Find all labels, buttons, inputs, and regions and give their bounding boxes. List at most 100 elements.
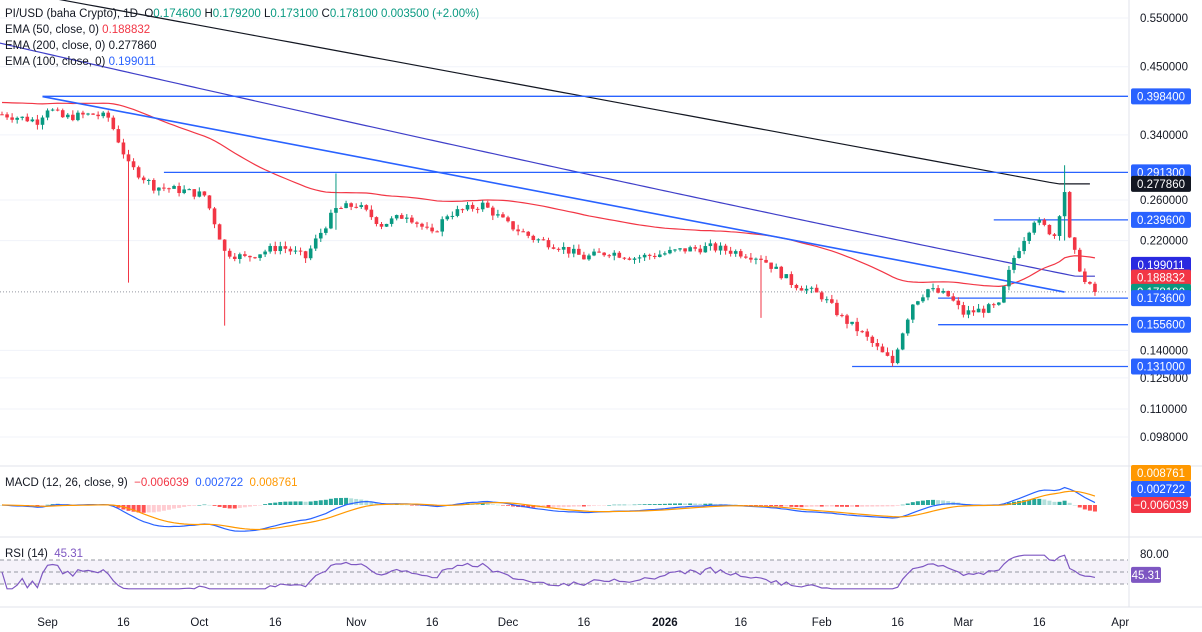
ema50-line [1, 101, 1096, 287]
candle-body [809, 287, 814, 289]
macd-histogram-bar [298, 501, 303, 505]
price-tag [1131, 88, 1191, 105]
candle-body [5, 114, 9, 118]
macd-histogram-bar [227, 505, 232, 509]
candle-body [673, 249, 677, 251]
price-tag-text: 0.239600 [1137, 215, 1185, 227]
candle-body [597, 251, 601, 253]
price-tag-text: 0.155600 [1137, 320, 1185, 332]
macd-histogram-bar [480, 503, 485, 505]
macd-histogram-bar [824, 505, 829, 507]
ema50-row: EMA (50, close, 0) 0.188832 [5, 22, 479, 38]
macd-histogram-bar [592, 505, 597, 506]
macd-histogram-bar [131, 505, 136, 512]
candle-body [329, 212, 333, 229]
candle-body [663, 253, 667, 255]
macd-histogram-bar [769, 505, 774, 507]
macd-histogram-bar [561, 505, 566, 508]
macd-histogram-bar [1032, 499, 1037, 505]
macd-histogram-bar [399, 504, 404, 506]
macd-histogram-bar [764, 505, 769, 506]
macd-histogram-bar [915, 501, 920, 505]
macd-histogram-bar [683, 503, 688, 505]
macd-histogram-bar [374, 502, 379, 505]
candle-body [875, 342, 880, 347]
macd-histogram-bar [688, 503, 693, 505]
macd-histogram-bar [490, 504, 495, 505]
candle-body [769, 262, 773, 269]
candle-body [698, 248, 703, 253]
candle-body [1052, 234, 1057, 236]
price-tag [1131, 290, 1191, 307]
macd-histogram-bar [187, 505, 192, 507]
macd-histogram-bar [779, 505, 784, 507]
high-label: H [204, 8, 213, 20]
macd-histogram-bar [217, 505, 222, 507]
horizontal-levels [0, 95, 1128, 368]
macd-tag [1131, 497, 1191, 513]
macd-histogram-bar [511, 505, 516, 507]
macd-histogram-bar [794, 505, 799, 508]
macd-histogram-bar [617, 504, 622, 506]
macd-histogram-bar [1092, 505, 1097, 512]
price-tag [1131, 316, 1191, 333]
time-tick: 16 [1033, 617, 1046, 629]
candle-body [86, 113, 90, 115]
candle-body [566, 246, 571, 254]
candle-body [688, 247, 692, 252]
candle-body [349, 203, 353, 207]
candle-body [369, 209, 374, 218]
candle-body [951, 296, 956, 301]
macd-histogram-bar [212, 505, 217, 506]
macd-histogram-bar [495, 504, 500, 506]
candle-body [202, 191, 207, 196]
candle-body [399, 215, 404, 219]
macd-histogram-bar [910, 502, 915, 505]
macd-histogram-bar [880, 505, 885, 507]
macd-histogram-bar [161, 505, 166, 511]
candle-body [480, 202, 485, 210]
candle-body [728, 250, 733, 254]
candle-body [571, 248, 576, 254]
high-value: 0.179200 [212, 8, 261, 20]
candle-body [900, 333, 905, 350]
price-tick: 0.260000 [1140, 195, 1188, 207]
macd-histogram-bar [354, 498, 359, 505]
macd-histogram-bar [45, 504, 50, 506]
candle-body [76, 112, 80, 121]
price-tag [1131, 256, 1191, 273]
macd-histogram-bar [318, 500, 323, 505]
candle-body [60, 110, 65, 118]
candle-body [288, 248, 293, 252]
candle-body [440, 219, 445, 232]
candle-body [627, 258, 632, 260]
rsi-legend: RSI (14) 45.31 [5, 546, 83, 562]
candle-body [961, 305, 966, 315]
candle-body [536, 239, 541, 241]
macd-tag [1131, 481, 1191, 497]
candle-body [1077, 249, 1082, 272]
macd-histogram-bar [672, 503, 677, 505]
macd-histogram-bar [652, 504, 657, 505]
macd-histogram-bar [485, 503, 490, 505]
macd-histogram-bar [541, 505, 546, 508]
low-value: 0.173100 [270, 8, 319, 20]
change-value: 0.003500 (+2.00%) [381, 8, 480, 20]
candle-body [713, 243, 718, 251]
macd-histogram-bar [1082, 505, 1087, 510]
candle-body [1017, 251, 1021, 258]
macd-histogram-bar [845, 505, 850, 507]
candle-body [678, 248, 682, 250]
ema200-path [58, 0, 1090, 185]
candle-body [946, 290, 951, 297]
macd-histogram-bar [895, 505, 900, 506]
candle-body [880, 346, 885, 353]
candle-body [905, 319, 910, 334]
price-tag-text: 0.277860 [1137, 179, 1185, 191]
rsi-pane: 80.00 [0, 549, 1169, 590]
candle-body [359, 205, 364, 207]
candle-body [804, 288, 809, 291]
candle-body [966, 310, 971, 315]
macd-histogram-bar [662, 503, 667, 505]
